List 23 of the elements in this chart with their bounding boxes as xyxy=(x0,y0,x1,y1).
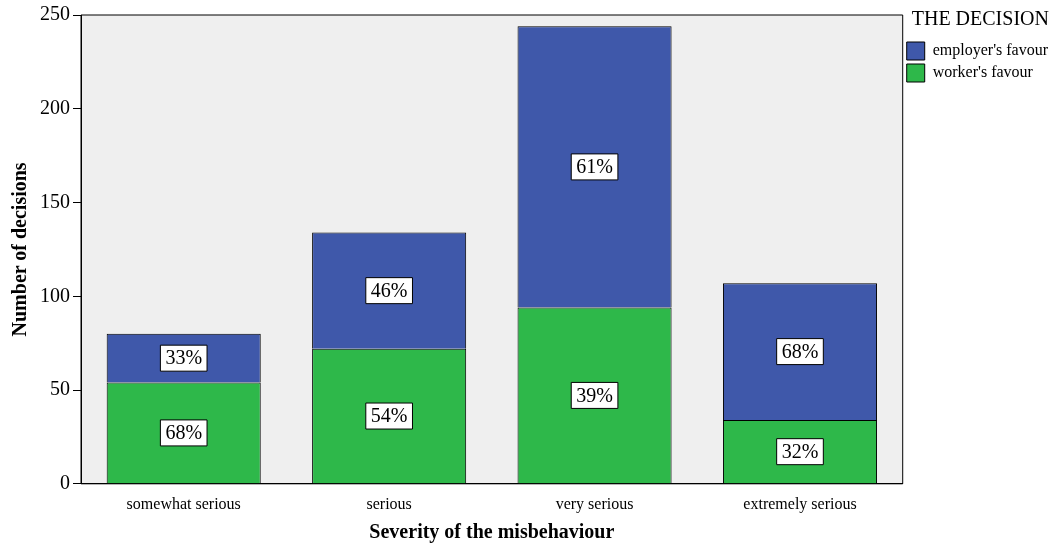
y-axis-title: Number of decisions xyxy=(8,162,31,337)
annotation: 68% xyxy=(165,421,203,444)
annotation: 39% xyxy=(576,383,613,406)
legend-label: employer's favour xyxy=(932,41,1049,60)
annotation: 68% xyxy=(781,339,819,362)
legend-label: worker's favour xyxy=(932,63,1034,81)
annotation: 61% xyxy=(576,155,613,178)
y-tick-label: 150 xyxy=(40,189,70,212)
y-tick-label: 0 xyxy=(60,471,70,494)
x-tick-label: extremely serious xyxy=(743,494,857,513)
annotation: 32% xyxy=(781,439,819,462)
annotation: 33% xyxy=(165,346,203,369)
y-tick-label: 100 xyxy=(40,283,70,306)
x-tick-label: somewhat serious xyxy=(126,494,241,512)
legend-title: THE DECISION xyxy=(911,7,1049,30)
annotation: 54% xyxy=(370,404,408,427)
x-tick-label: serious xyxy=(366,494,412,512)
y-tick-label: 50 xyxy=(50,377,70,400)
y-tick-label: 200 xyxy=(40,96,70,119)
y-tick-label: 250 xyxy=(40,2,70,25)
annotation: 46% xyxy=(370,278,408,301)
x-tick-label: very serious xyxy=(555,494,634,513)
x-axis-title: Severity of the misbehaviour xyxy=(369,520,615,544)
